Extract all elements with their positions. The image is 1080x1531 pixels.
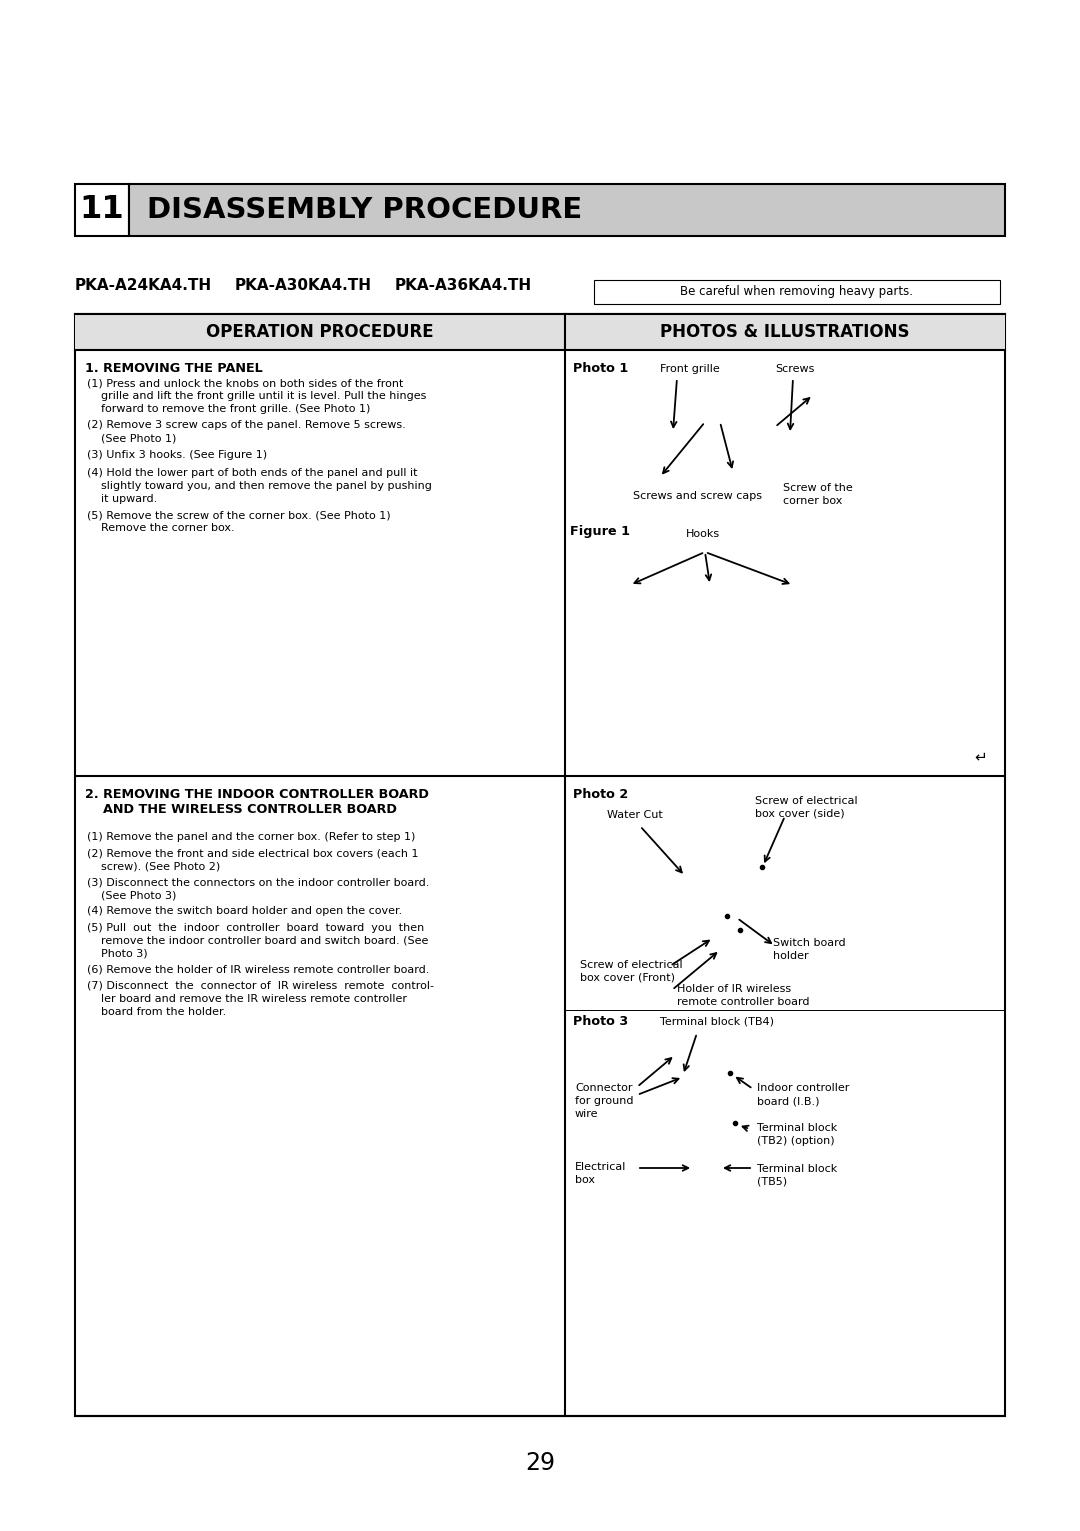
Text: box cover (side): box cover (side) bbox=[755, 808, 845, 819]
Text: 11: 11 bbox=[80, 194, 124, 225]
Text: Figure 1: Figure 1 bbox=[570, 525, 630, 537]
Text: (1) Remove the panel and the corner box. (Refer to step 1): (1) Remove the panel and the corner box.… bbox=[87, 831, 416, 842]
Text: Screw of electrical: Screw of electrical bbox=[580, 960, 683, 971]
Text: Photo 3: Photo 3 bbox=[573, 1015, 629, 1027]
Bar bbox=[594, 280, 1000, 305]
Text: (5) Pull  out  the  indoor  controller  board  toward  you  then
    remove the : (5) Pull out the indoor controller board… bbox=[87, 923, 429, 958]
Text: (4) Hold the lower part of both ends of the panel and pull it
    slightly towar: (4) Hold the lower part of both ends of … bbox=[87, 468, 432, 504]
Bar bbox=[75, 314, 1005, 1416]
Text: holder: holder bbox=[773, 951, 809, 961]
Text: (7) Disconnect  the  connector of  IR wireless  remote  control-
    ler board a: (7) Disconnect the connector of IR wirel… bbox=[87, 981, 434, 1017]
Text: remote controller board: remote controller board bbox=[677, 997, 810, 1007]
Text: Connector: Connector bbox=[575, 1082, 633, 1093]
Text: for ground: for ground bbox=[575, 1096, 634, 1105]
Text: corner box: corner box bbox=[783, 496, 842, 507]
Bar bbox=[129, 184, 1005, 236]
Text: (2) Remove 3 screw caps of the panel. Remove 5 screws.
    (See Photo 1): (2) Remove 3 screw caps of the panel. Re… bbox=[87, 421, 406, 444]
Text: Electrical: Electrical bbox=[575, 1162, 626, 1173]
Text: Screw of electrical: Screw of electrical bbox=[755, 796, 858, 805]
Text: 2. REMOVING THE INDOOR CONTROLLER BOARD: 2. REMOVING THE INDOOR CONTROLLER BOARD bbox=[85, 788, 429, 801]
Text: Hooks: Hooks bbox=[686, 530, 720, 539]
Text: 1. REMOVING THE PANEL: 1. REMOVING THE PANEL bbox=[85, 361, 262, 375]
Text: AND THE WIRELESS CONTROLLER BOARD: AND THE WIRELESS CONTROLLER BOARD bbox=[85, 802, 396, 816]
Text: (TB5): (TB5) bbox=[757, 1177, 787, 1187]
Text: ↵: ↵ bbox=[974, 749, 987, 764]
Text: PKA-A36KA4.TH: PKA-A36KA4.TH bbox=[395, 279, 532, 292]
Text: (3) Unfix 3 hooks. (See Figure 1): (3) Unfix 3 hooks. (See Figure 1) bbox=[87, 450, 267, 461]
Text: Holder of IR wireless: Holder of IR wireless bbox=[677, 984, 792, 994]
Text: Screw of the: Screw of the bbox=[783, 482, 853, 493]
Text: (4) Remove the switch board holder and open the cover.: (4) Remove the switch board holder and o… bbox=[87, 906, 402, 917]
Text: DISASSEMBLY PROCEDURE: DISASSEMBLY PROCEDURE bbox=[147, 196, 582, 224]
Text: (6) Remove the holder of IR wireless remote controller board.: (6) Remove the holder of IR wireless rem… bbox=[87, 965, 430, 975]
Text: Terminal block: Terminal block bbox=[757, 1164, 837, 1174]
Text: Terminal block: Terminal block bbox=[757, 1124, 837, 1133]
Text: Screws: Screws bbox=[775, 364, 814, 374]
Text: Terminal block (TB4): Terminal block (TB4) bbox=[660, 1017, 774, 1027]
Text: (3) Disconnect the connectors on the indoor controller board.
    (See Photo 3): (3) Disconnect the connectors on the ind… bbox=[87, 877, 430, 900]
Text: box: box bbox=[575, 1174, 595, 1185]
Bar bbox=[75, 184, 129, 236]
Text: OPERATION PROCEDURE: OPERATION PROCEDURE bbox=[206, 323, 434, 341]
Text: (5) Remove the screw of the corner box. (See Photo 1)
    Remove the corner box.: (5) Remove the screw of the corner box. … bbox=[87, 510, 391, 533]
Text: 29: 29 bbox=[525, 1451, 555, 1474]
Text: PKA-A24KA4.TH: PKA-A24KA4.TH bbox=[75, 279, 212, 292]
Text: (1) Press and unlock the knobs on both sides of the front
    grille and lift th: (1) Press and unlock the knobs on both s… bbox=[87, 378, 427, 413]
Text: Photo 2: Photo 2 bbox=[573, 788, 629, 801]
Text: Water Cut: Water Cut bbox=[607, 810, 663, 821]
Text: PKA-A30KA4.TH: PKA-A30KA4.TH bbox=[235, 279, 372, 292]
Text: Be careful when removing heavy parts.: Be careful when removing heavy parts. bbox=[680, 285, 914, 299]
Text: PHOTOS & ILLUSTRATIONS: PHOTOS & ILLUSTRATIONS bbox=[660, 323, 909, 341]
Text: wire: wire bbox=[575, 1108, 598, 1119]
Text: (2) Remove the front and side electrical box covers (each 1
    screw). (See Pho: (2) Remove the front and side electrical… bbox=[87, 848, 419, 871]
Text: Indoor controller: Indoor controller bbox=[757, 1082, 849, 1093]
Bar bbox=[75, 314, 1005, 351]
Text: Photo 1: Photo 1 bbox=[573, 361, 629, 375]
Text: box cover (Front): box cover (Front) bbox=[580, 974, 675, 983]
Text: (TB2) (option): (TB2) (option) bbox=[757, 1136, 835, 1147]
Text: Front grille: Front grille bbox=[660, 364, 719, 374]
Text: Screws and screw caps: Screws and screw caps bbox=[633, 491, 762, 501]
Text: Switch board: Switch board bbox=[773, 939, 846, 948]
Text: board (I.B.): board (I.B.) bbox=[757, 1096, 820, 1105]
